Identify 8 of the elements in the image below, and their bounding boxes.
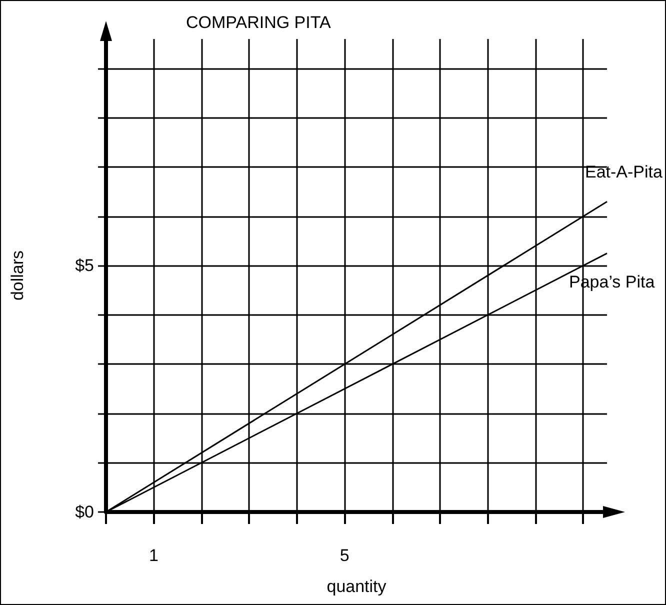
- series-label: Eat-A-Pita: [585, 162, 664, 182]
- chart-title: COMPARING PITA: [186, 13, 332, 32]
- x-axis-title: quantity: [326, 577, 387, 596]
- x-tick-label: 1: [148, 546, 158, 565]
- y-tick-label: $5: [75, 256, 94, 276]
- x-tick-label: 5: [340, 546, 350, 565]
- y-tick-label: $0: [75, 502, 94, 522]
- y-axis-title: dollars: [8, 250, 27, 301]
